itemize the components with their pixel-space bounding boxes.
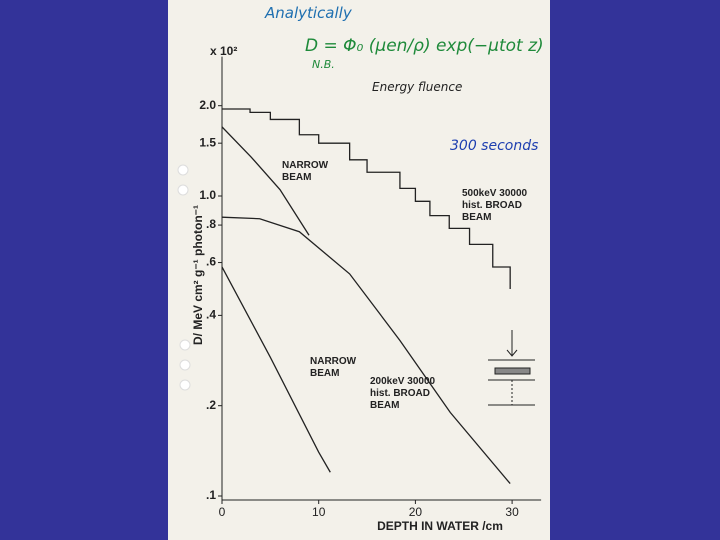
- series-label: 500keV 30000 hist. BROAD BEAM: [462, 188, 528, 223]
- x-tick-label: 10: [312, 505, 326, 519]
- data-line: [222, 108, 511, 289]
- x-tick-label: 30: [505, 505, 519, 519]
- y-tick-label: 2.0: [199, 98, 216, 112]
- x-tick-label: 0: [219, 505, 226, 519]
- y-tick-label: 1.5: [199, 135, 216, 149]
- paper: [168, 0, 550, 540]
- y-tick-label: .4: [206, 308, 216, 322]
- series-label: NARROW BEAM: [310, 356, 357, 379]
- y-tick-label: .1: [206, 488, 216, 502]
- annotation: D = Φ₀ (μen/ρ) exp(−μtot z): [305, 36, 544, 56]
- annotation: 300 seconds: [450, 138, 539, 154]
- y-axis-label: D/ MeV cm² g⁻¹ photon⁻¹: [191, 205, 205, 345]
- x-tick-label: 20: [409, 505, 423, 519]
- x-axis-label: DEPTH IN WATER /cm: [377, 519, 503, 533]
- data-line: [221, 266, 331, 473]
- annotation: Analytically: [265, 4, 352, 22]
- beam-sketch: [488, 330, 535, 406]
- series-label: NARROW BEAM: [282, 160, 329, 183]
- data-line: [221, 216, 511, 485]
- series-label: 200keV 30000 hist. BROAD BEAM: [370, 376, 436, 411]
- data-line: [221, 126, 310, 236]
- punch-holes: [177, 164, 191, 391]
- annotation: Energy fluence: [372, 80, 463, 94]
- y-tick-label: 1.0: [199, 188, 216, 202]
- annotation: N.B.: [312, 58, 335, 71]
- y-multiplier: x 10²: [210, 44, 237, 58]
- y-tick-label: .6: [206, 255, 216, 269]
- y-tick-label: .8: [206, 217, 216, 231]
- y-tick-label: .2: [206, 398, 216, 412]
